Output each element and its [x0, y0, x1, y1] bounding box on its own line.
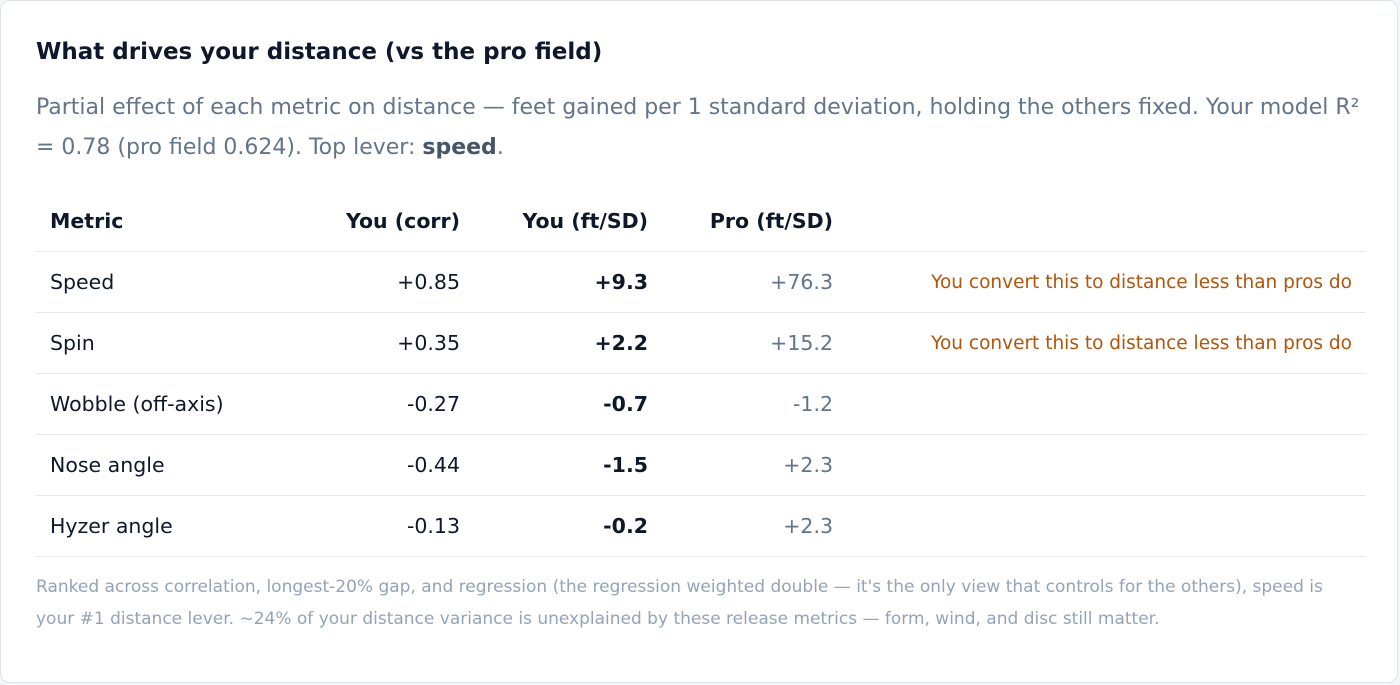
- cell-you-ftsd: -0.7: [460, 373, 648, 435]
- table-row: Hyzer angle -0.13 -0.2 +2.3: [36, 495, 1366, 557]
- cell-you-ftsd: +9.3: [460, 251, 648, 313]
- subtitle-line-2-prefix: = 0.78 (pro field 0.624). Top lever:: [36, 135, 423, 160]
- card-title: What drives your distance (vs the pro fi…: [36, 39, 603, 65]
- header-you-corr: You (corr): [280, 191, 460, 252]
- cell-note: [833, 373, 1366, 435]
- cell-you-corr: +0.35: [280, 312, 460, 374]
- subtitle-line-1: Partial effect of each metric on distanc…: [36, 95, 1360, 120]
- cell-you-ftsd: +2.2: [460, 312, 648, 374]
- cell-you-corr: +0.85: [280, 251, 460, 313]
- card-subtitle: Partial effect of each metric on distanc…: [36, 88, 1366, 168]
- cell-note: [833, 434, 1366, 496]
- header-note: [833, 191, 1366, 252]
- footnote: Ranked across correlation, longest-20% g…: [36, 572, 1376, 635]
- cell-pro-ftsd: +2.3: [648, 495, 833, 557]
- cell-you-ftsd: -0.2: [460, 495, 648, 557]
- cell-metric: Nose angle: [36, 434, 280, 496]
- cell-pro-ftsd: +76.3: [648, 251, 833, 313]
- cell-metric: Wobble (off-axis): [36, 373, 280, 435]
- footnote-line-2: your #1 distance lever. ~24% of your dis…: [36, 608, 1160, 629]
- cell-metric: Hyzer angle: [36, 495, 280, 557]
- cell-metric: Speed: [36, 251, 280, 313]
- header-you-ftsd: You (ft/SD): [460, 191, 648, 252]
- header-pro-ftsd: Pro (ft/SD): [648, 191, 833, 252]
- subtitle-line-2: = 0.78 (pro field 0.624). Top lever: spe…: [36, 128, 1366, 168]
- cell-note: [833, 495, 1366, 557]
- cell-you-corr: -0.13: [280, 495, 460, 557]
- footnote-line-1: Ranked across correlation, longest-20% g…: [36, 577, 1323, 597]
- cell-metric: Spin: [36, 312, 280, 374]
- table-row: Nose angle -0.44 -1.5 +2.3: [36, 434, 1366, 496]
- top-lever-value: speed: [422, 135, 497, 160]
- drivers-table: Metric You (corr) You (ft/SD) Pro (ft/SD…: [36, 191, 1366, 557]
- cell-you-corr: -0.44: [280, 434, 460, 496]
- cell-you-ftsd: -1.5: [460, 434, 648, 496]
- cell-pro-ftsd: +2.3: [648, 434, 833, 496]
- table-header-row: Metric You (corr) You (ft/SD) Pro (ft/SD…: [36, 191, 1366, 252]
- subtitle-line-2-suffix: .: [496, 135, 504, 160]
- cell-note: You convert this to distance less than p…: [833, 312, 1366, 374]
- cell-pro-ftsd: -1.2: [648, 373, 833, 435]
- cell-note: You convert this to distance less than p…: [833, 251, 1366, 313]
- cell-you-corr: -0.27: [280, 373, 460, 435]
- cell-pro-ftsd: +15.2: [648, 312, 833, 374]
- table-row: Spin +0.35 +2.2 +15.2 You convert this t…: [36, 312, 1366, 374]
- table-row: Wobble (off-axis) -0.27 -0.7 -1.2: [36, 373, 1366, 435]
- table-row: Speed +0.85 +9.3 +76.3 You convert this …: [36, 251, 1366, 313]
- header-metric: Metric: [36, 191, 280, 252]
